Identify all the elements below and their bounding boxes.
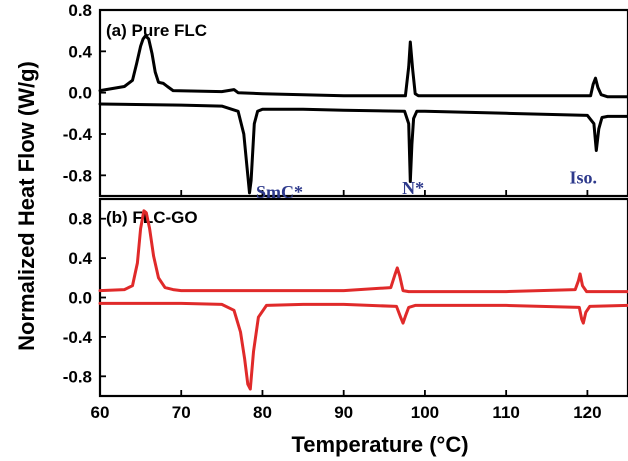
b-dsc-curve-cooling: [98, 301, 628, 391]
y-axis-label: Normalized Heat Flow (W/g): [14, 61, 39, 351]
panel-b-y-ticks: 0.8 0.4 0.0 -0.4 -0.8: [63, 210, 589, 396]
b-y-tick-label: -0.8: [63, 367, 92, 386]
x-tick-label: 110: [492, 403, 519, 422]
panel-b-title: (b) FLC-GO: [106, 208, 198, 227]
x-tick-label: 80: [253, 403, 272, 422]
a-y-tick-label: 0.0: [68, 84, 92, 103]
a-dsc-curve-cooling: [98, 102, 628, 195]
x-tick-label: 70: [172, 403, 191, 422]
b-y-tick-label: 0.8: [68, 210, 92, 229]
b-y-tick-label: -0.4: [63, 328, 93, 347]
x-tick-label: 60: [91, 403, 110, 422]
a-y-tick-label: 0.4: [68, 42, 92, 61]
a-y-tick-label: 0.8: [68, 1, 92, 20]
phase-annotation: Iso.: [570, 168, 598, 188]
phase-annotation: SmC*: [256, 182, 303, 202]
a-y-tick-label: -0.4: [63, 125, 93, 144]
x-tick-label: 120: [573, 403, 601, 422]
panel-b-frame: [98, 197, 628, 398]
x-axis-ticks: 60 70 80 90 100 110 120: [91, 403, 602, 422]
x-tick-label: 100: [411, 403, 439, 422]
panel-a-y-ticks: 0.8 0.4 0.0 -0.4 -0.8: [63, 1, 589, 196]
x-tick-label: 90: [334, 403, 353, 422]
a-y-tick-label: -0.8: [63, 166, 92, 185]
b-y-tick-label: 0.0: [68, 289, 92, 308]
x-axis-label: Temperature (°C): [291, 432, 468, 457]
panel-b-flc-go: (b) FLC-GO 0.8 0.4 0.0 -0.4 -0.8 60 70 80 90 100…: [63, 197, 628, 422]
panel-a-annotations: SmC* N* Iso.: [256, 168, 597, 202]
panel-a-title: (a) Pure FLC: [106, 21, 207, 40]
b-dsc-curve-heating: [98, 209, 628, 294]
a-dsc-curve-heating: [98, 34, 628, 99]
panel-b-curves: [98, 209, 628, 391]
panel-a-curves: [98, 34, 628, 195]
phase-annotation: N*: [402, 178, 424, 198]
b-y-tick-label: 0.4: [68, 249, 92, 268]
panel-a-pure-flc: (a) Pure FLC 0.8 0.4 0.0 -0.4 -0.8 SmC* N* Iso…: [63, 1, 628, 202]
